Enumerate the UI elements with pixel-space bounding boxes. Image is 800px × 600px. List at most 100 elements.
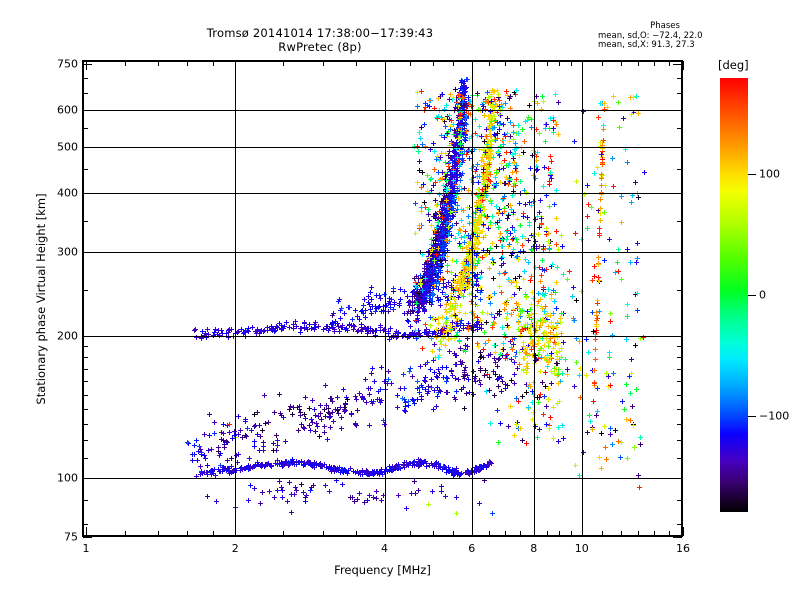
data-point bbox=[527, 351, 533, 357]
data-point bbox=[464, 391, 470, 397]
data-point bbox=[452, 397, 458, 403]
data-point bbox=[444, 131, 450, 137]
data-point bbox=[483, 155, 489, 161]
data-point bbox=[446, 96, 452, 102]
x-axis-minor-tick bbox=[453, 531, 455, 536]
data-point bbox=[442, 291, 448, 297]
data-point bbox=[494, 130, 500, 136]
plot-title: Tromsø 20141014 17:38:00−17:39:43 RwPret… bbox=[0, 26, 640, 54]
data-point bbox=[284, 460, 290, 466]
data-point bbox=[345, 470, 351, 476]
y-axis-minor-tick bbox=[83, 346, 88, 348]
data-point bbox=[288, 510, 294, 516]
data-point bbox=[548, 153, 554, 159]
data-point bbox=[328, 465, 334, 470]
data-point bbox=[539, 215, 545, 221]
data-point bbox=[486, 459, 492, 465]
data-point bbox=[607, 349, 613, 355]
data-point bbox=[476, 174, 482, 180]
data-point bbox=[385, 469, 391, 475]
data-point bbox=[477, 501, 483, 507]
data-point bbox=[357, 470, 363, 476]
data-point bbox=[553, 187, 559, 193]
data-point bbox=[367, 423, 373, 429]
data-point bbox=[426, 462, 432, 468]
data-point bbox=[197, 447, 203, 453]
data-point bbox=[588, 418, 594, 424]
x-axis-minor-tick bbox=[504, 531, 506, 536]
data-point bbox=[332, 406, 338, 412]
data-point bbox=[445, 225, 451, 231]
x-axis-minor-tick-top bbox=[546, 61, 548, 66]
data-point bbox=[222, 466, 228, 472]
gridline-horizontal bbox=[84, 193, 681, 195]
y-axis-minor-tick-right bbox=[677, 346, 682, 348]
data-point bbox=[446, 159, 452, 165]
data-point bbox=[292, 491, 298, 497]
data-point bbox=[240, 434, 246, 440]
data-point bbox=[220, 422, 226, 428]
data-point bbox=[549, 296, 555, 302]
colorbar-gradient bbox=[720, 78, 748, 512]
data-point bbox=[434, 203, 440, 209]
data-point bbox=[276, 479, 282, 485]
data-point bbox=[421, 182, 427, 188]
data-point bbox=[624, 336, 630, 342]
x-axis-minor-tick bbox=[519, 531, 521, 536]
gridline-horizontal bbox=[84, 252, 681, 254]
data-point bbox=[391, 286, 397, 292]
data-point bbox=[397, 286, 403, 292]
data-point bbox=[303, 415, 309, 421]
data-point bbox=[210, 471, 216, 477]
data-point bbox=[600, 137, 606, 143]
data-point bbox=[426, 300, 432, 306]
data-point bbox=[418, 461, 424, 467]
data-point bbox=[282, 438, 288, 444]
data-point bbox=[419, 89, 425, 95]
x-axis-minor-tick-top bbox=[570, 61, 572, 66]
data-point bbox=[450, 257, 456, 263]
data-point bbox=[515, 257, 521, 263]
data-point bbox=[510, 123, 516, 129]
data-point bbox=[436, 178, 442, 183]
data-point bbox=[491, 342, 497, 348]
data-point bbox=[553, 121, 559, 127]
data-point bbox=[369, 284, 375, 290]
data-point bbox=[252, 439, 258, 445]
data-point bbox=[552, 201, 558, 207]
data-point bbox=[221, 431, 227, 437]
data-point bbox=[551, 126, 557, 132]
data-point bbox=[517, 426, 523, 432]
data-point bbox=[590, 427, 596, 433]
data-point bbox=[493, 102, 499, 108]
data-point bbox=[591, 171, 597, 177]
data-point bbox=[486, 266, 492, 272]
data-point bbox=[481, 478, 487, 484]
data-point bbox=[599, 159, 605, 165]
data-point bbox=[499, 243, 505, 249]
data-point bbox=[322, 482, 328, 488]
y-axis-minor-tick-right bbox=[677, 381, 682, 383]
data-point bbox=[428, 461, 434, 467]
data-point bbox=[487, 172, 493, 177]
data-point bbox=[571, 318, 577, 324]
x-axis-minor-tick-top bbox=[187, 61, 189, 66]
data-point bbox=[480, 346, 486, 352]
data-point bbox=[461, 267, 467, 273]
data-point bbox=[621, 407, 627, 413]
data-point bbox=[412, 478, 418, 484]
data-point bbox=[412, 462, 418, 468]
data-point bbox=[280, 326, 286, 332]
data-point bbox=[366, 471, 372, 477]
y-axis-minor-tick-right bbox=[677, 357, 682, 359]
data-point bbox=[419, 345, 425, 351]
data-point bbox=[435, 219, 441, 225]
colorbar-tick bbox=[748, 295, 756, 296]
data-point bbox=[496, 283, 502, 289]
data-point bbox=[462, 311, 468, 317]
data-point bbox=[256, 423, 262, 429]
data-point bbox=[316, 433, 322, 439]
data-point bbox=[511, 381, 517, 387]
data-point bbox=[453, 313, 459, 319]
data-point bbox=[485, 311, 491, 317]
